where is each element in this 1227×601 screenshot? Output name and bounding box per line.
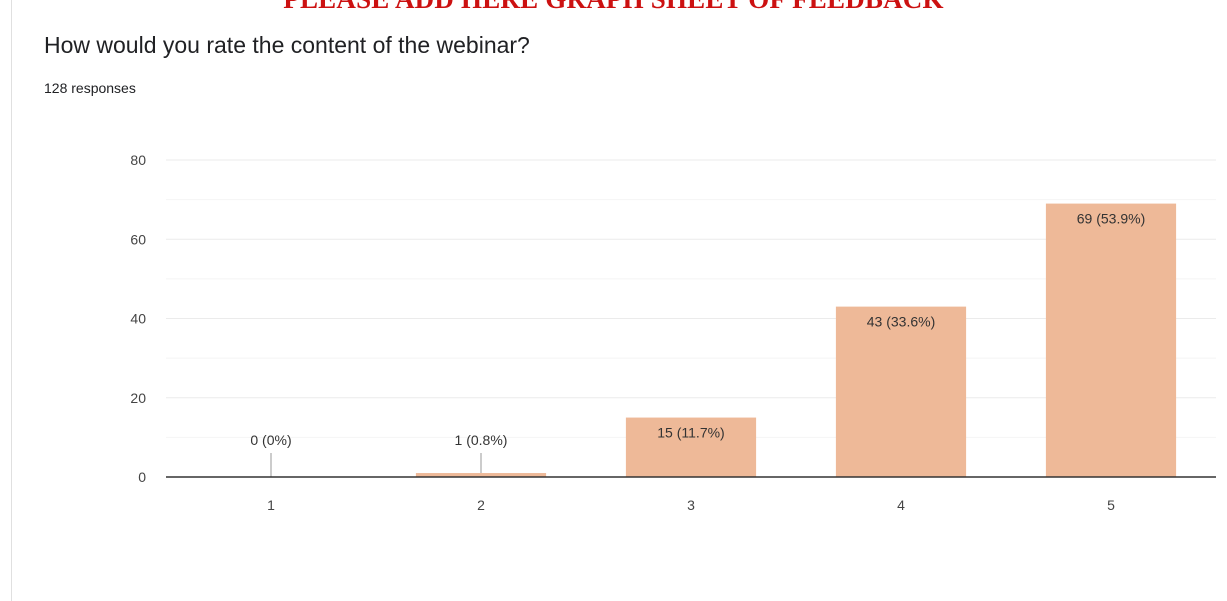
x-tick-label: 1 — [267, 497, 275, 513]
bar — [1045, 203, 1177, 477]
x-tick-label: 4 — [897, 497, 905, 513]
bars — [415, 203, 1177, 477]
bar-value-label: 0 (0%) — [250, 432, 291, 448]
axes — [166, 453, 1216, 478]
y-tick-label: 0 — [138, 469, 146, 485]
bar — [415, 473, 547, 477]
x-tick-label: 5 — [1107, 497, 1115, 513]
labels: 0 20 40 60 80 0 (0%) 1 1 (0.8%) 2 15 (11.7%) 3 43 (… — [130, 152, 1145, 513]
response-count: 128 responses — [44, 80, 136, 96]
feedback-banner: PLEASE ADD HERE GRAPH SHEET OF FEEDBACK — [0, 0, 1227, 14]
y-tick-label: 20 — [130, 390, 146, 406]
question-title: How would you rate the content of the we… — [44, 32, 530, 58]
bar — [835, 306, 967, 477]
bar-value-label: 43 (33.6%) — [867, 314, 935, 330]
y-tick-label: 60 — [130, 231, 146, 247]
gridlines — [166, 159, 1216, 438]
x-tick-label: 2 — [477, 497, 485, 513]
response-card — [11, 0, 1227, 601]
bar-value-label: 1 (0.8%) — [455, 432, 508, 448]
bar-value-label: 69 (53.9%) — [1077, 211, 1145, 227]
x-tick-label: 3 — [687, 497, 695, 513]
y-tick-label: 40 — [130, 311, 146, 327]
bar-value-label: 15 (11.7%) — [657, 425, 724, 441]
y-tick-label: 80 — [130, 152, 146, 168]
bar — [625, 417, 757, 477]
